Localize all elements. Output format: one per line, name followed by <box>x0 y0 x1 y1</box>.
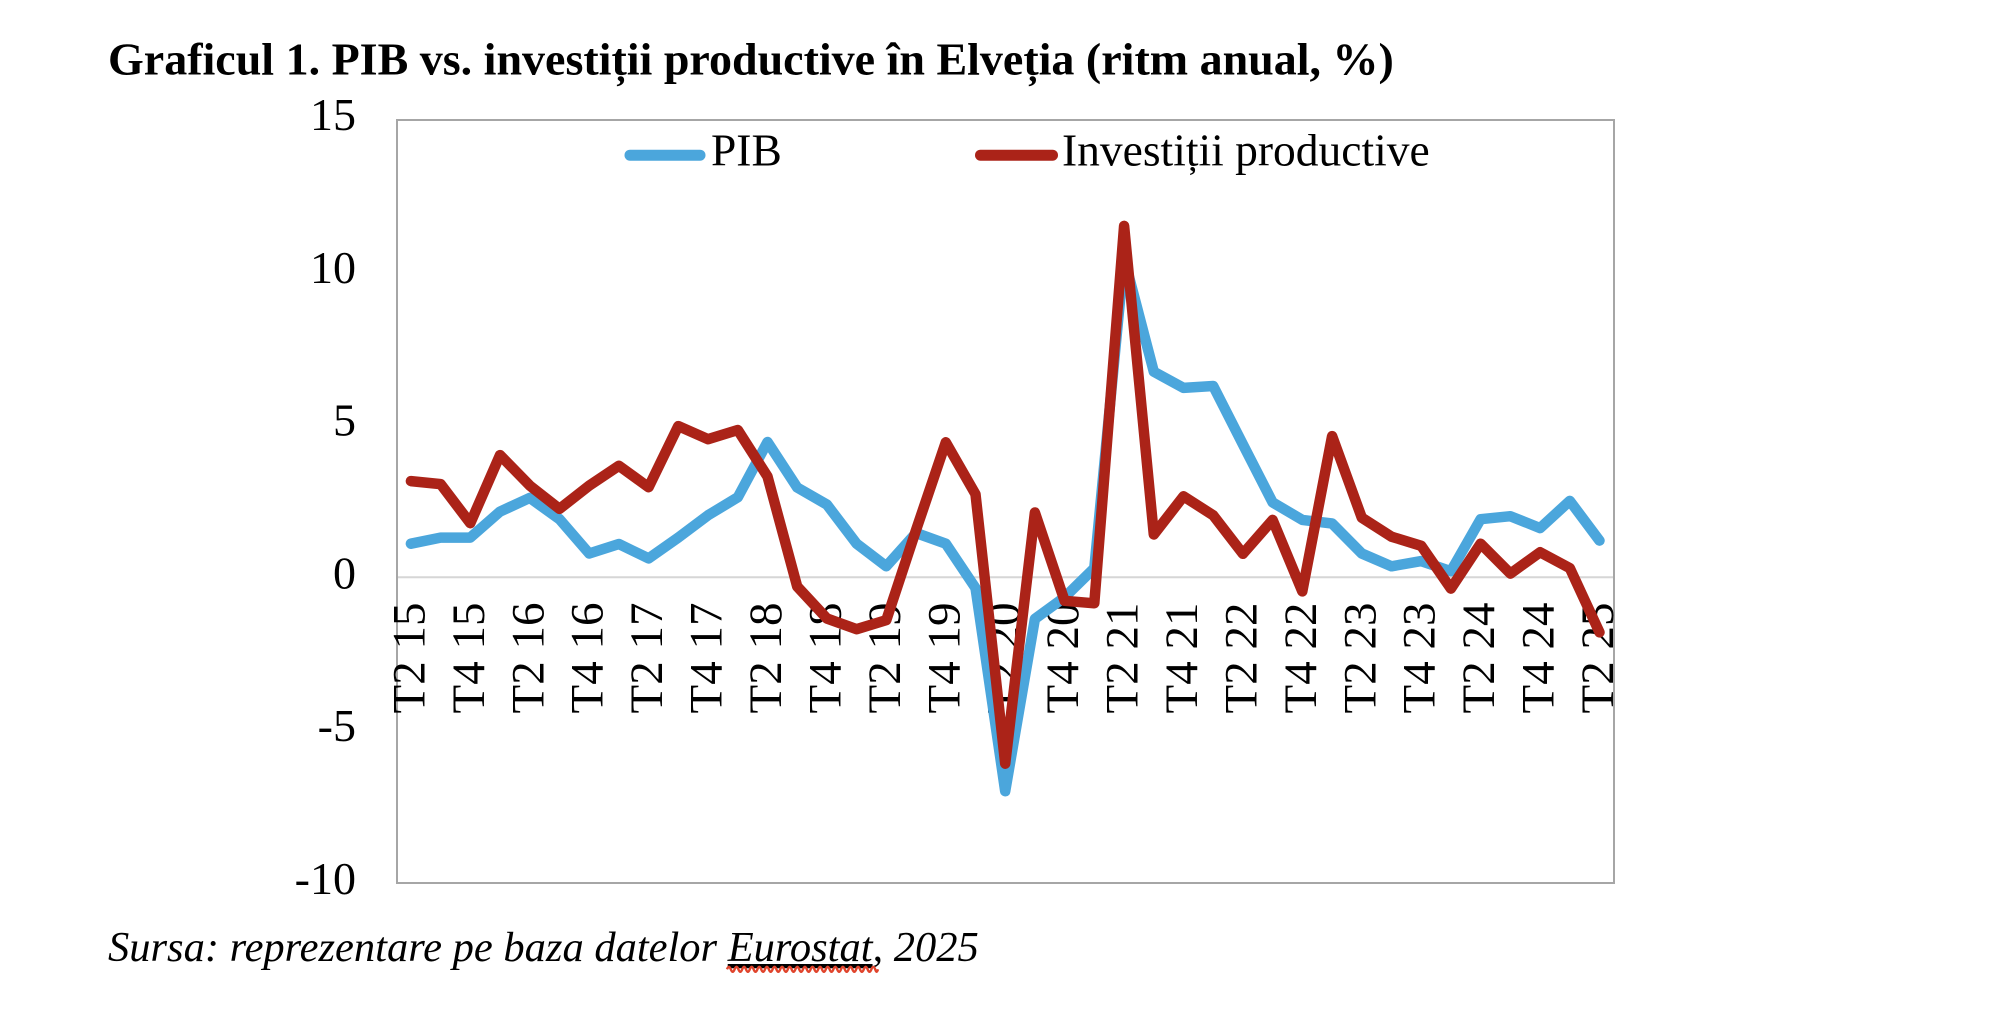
svg-text:T2 16: T2 16 <box>502 603 554 714</box>
svg-text:T2 18: T2 18 <box>740 603 792 714</box>
svg-text:5: 5 <box>333 395 356 446</box>
svg-text:T4 16: T4 16 <box>562 603 614 714</box>
svg-text:T4 24: T4 24 <box>1513 603 1565 714</box>
svg-text:Investiții productive: Investiții productive <box>1062 125 1430 176</box>
svg-text:Graficul 1. PIB vs. investiții: Graficul 1. PIB vs. investiții productiv… <box>108 34 1394 87</box>
svg-text:T4 21: T4 21 <box>1156 603 1208 714</box>
svg-text:T4 19: T4 19 <box>918 603 970 714</box>
svg-text:15: 15 <box>310 89 356 140</box>
svg-text:-5: -5 <box>318 700 356 751</box>
svg-text:T4 15: T4 15 <box>443 603 495 714</box>
svg-text:PIB: PIB <box>711 125 782 176</box>
svg-text:T2 17: T2 17 <box>621 603 673 714</box>
svg-text:10: 10 <box>310 242 356 293</box>
svg-text:T2 15: T2 15 <box>383 603 435 714</box>
svg-text:T4 22: T4 22 <box>1275 603 1327 714</box>
svg-text:T4 23: T4 23 <box>1394 603 1446 714</box>
svg-text:T4 17: T4 17 <box>681 603 733 714</box>
svg-text:T2 23: T2 23 <box>1334 603 1386 714</box>
svg-text:T2 21: T2 21 <box>1097 603 1149 714</box>
svg-text:Sursa: reprezentare pe baza da: Sursa: reprezentare pe baza datelor Euro… <box>108 924 979 971</box>
svg-text:T4 20: T4 20 <box>1037 603 1089 714</box>
svg-text:-10: -10 <box>295 853 356 904</box>
svg-text:T2 24: T2 24 <box>1453 603 1505 714</box>
svg-text:T2 22: T2 22 <box>1215 603 1267 714</box>
svg-text:0: 0 <box>333 547 356 598</box>
